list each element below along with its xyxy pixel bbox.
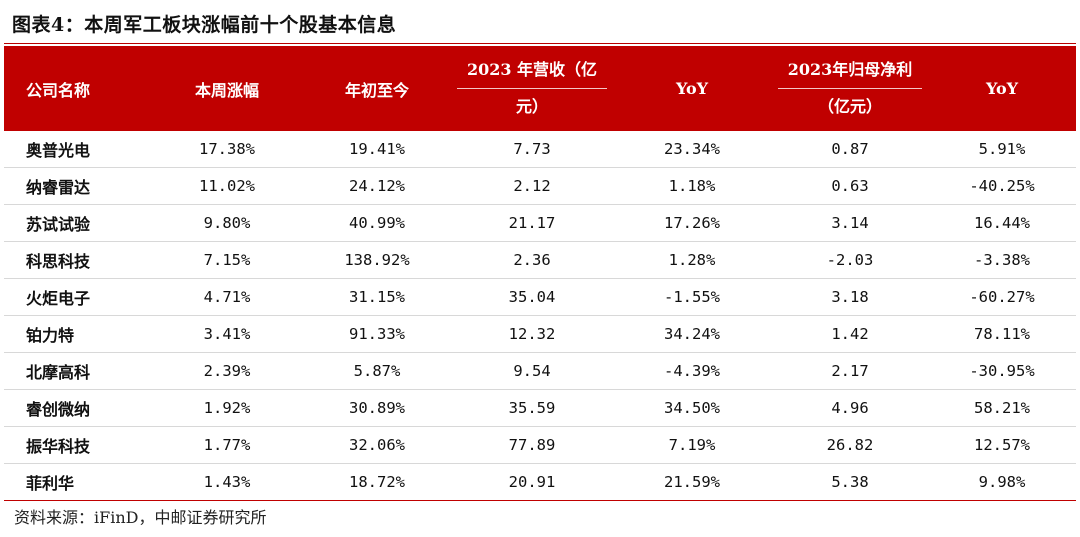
table-row: 纳睿雷达 11.02% 24.12% 2.12 1.18% 0.63 -40.25% <box>4 167 1076 205</box>
cell-revenue: 2.36 <box>452 241 612 279</box>
cell-weekly-change: 11.02% <box>152 167 302 205</box>
stock-table: 公司名称 本周涨幅 年初至今 2023 年营收（亿 元） YoY 2023年归母… <box>4 46 1076 501</box>
cell-net-profit-yoy: 9.98% <box>928 463 1076 501</box>
cell-weekly-change: 4.71% <box>152 278 302 316</box>
table-row: 北摩高科 2.39% 5.87% 9.54 -4.39% 2.17 -30.95% <box>4 352 1076 390</box>
cell-ytd: 31.15% <box>302 278 452 316</box>
header-row: 公司名称 本周涨幅 年初至今 2023 年营收（亿 元） YoY 2023年归母… <box>4 46 1076 131</box>
cell-ytd: 32.06% <box>302 426 452 464</box>
cell-ytd: 19.41% <box>302 131 452 168</box>
cell-ytd: 30.89% <box>302 389 452 427</box>
figure-title: 图表4：本周军工板块涨幅前十个股基本信息 <box>12 14 397 36</box>
cell-revenue: 9.54 <box>452 352 612 390</box>
cell-ytd: 138.92% <box>302 241 452 279</box>
cell-revenue: 7.73 <box>452 131 612 168</box>
cell-company-name: 奥普光电 <box>4 131 152 168</box>
table-row: 菲利华 1.43% 18.72% 20.91 21.59% 5.38 9.98% <box>4 463 1076 501</box>
cell-weekly-change: 1.77% <box>152 426 302 464</box>
cell-net-profit-yoy: -40.25% <box>928 167 1076 205</box>
table-row: 火炬电子 4.71% 31.15% 35.04 -1.55% 3.18 -60.27% <box>4 278 1076 316</box>
header-ytd: 年初至今 <box>302 46 452 131</box>
cell-revenue-yoy: -4.39% <box>612 352 772 390</box>
cell-company-name: 苏试试验 <box>4 204 152 242</box>
header-net-profit-line2: （亿元） <box>817 97 882 116</box>
cell-revenue-yoy: 1.18% <box>612 167 772 205</box>
cell-weekly-change: 1.92% <box>152 389 302 427</box>
cell-ytd: 18.72% <box>302 463 452 501</box>
cell-net-profit-yoy: 16.44% <box>928 204 1076 242</box>
cell-revenue: 12.32 <box>452 315 612 353</box>
title-rule <box>4 43 1076 44</box>
cell-net-profit-yoy: -30.95% <box>928 352 1076 390</box>
cell-revenue-yoy: 17.26% <box>612 204 772 242</box>
cell-revenue: 2.12 <box>452 167 612 205</box>
header-weekly-change: 本周涨幅 <box>152 46 302 131</box>
table-body: 奥普光电 17.38% 19.41% 7.73 23.34% 0.87 5.91% 纳睿雷达 1… <box>4 131 1076 501</box>
cell-ytd: 91.33% <box>302 315 452 353</box>
cell-net-profit: 0.87 <box>772 131 928 168</box>
cell-net-profit: -2.03 <box>772 241 928 279</box>
cell-company-name: 科思科技 <box>4 241 152 279</box>
header-company-name: 公司名称 <box>4 46 152 131</box>
header-net-profit-yoy: YoY <box>928 46 1076 131</box>
header-net-profit-line1: 2023年归母净利 <box>777 52 923 89</box>
cell-company-name: 睿创微纳 <box>4 389 152 427</box>
cell-weekly-change: 1.43% <box>152 463 302 501</box>
table-row: 睿创微纳 1.92% 30.89% 35.59 34.50% 4.96 58.21% <box>4 389 1076 427</box>
cell-net-profit: 2.17 <box>772 352 928 390</box>
cell-company-name: 北摩高科 <box>4 352 152 390</box>
cell-revenue-yoy: 7.19% <box>612 426 772 464</box>
cell-net-profit-yoy: 5.91% <box>928 131 1076 168</box>
cell-net-profit: 3.14 <box>772 204 928 242</box>
cell-net-profit-yoy: 58.21% <box>928 389 1076 427</box>
cell-net-profit: 5.38 <box>772 463 928 501</box>
cell-weekly-change: 2.39% <box>152 352 302 390</box>
cell-net-profit-yoy: -3.38% <box>928 241 1076 279</box>
cell-revenue-yoy: 21.59% <box>612 463 772 501</box>
cell-company-name: 铂力特 <box>4 315 152 353</box>
header-revenue-line1: 2023 年营收（亿 <box>456 52 608 89</box>
table-row: 铂力特 3.41% 91.33% 12.32 34.24% 1.42 78.11% <box>4 315 1076 353</box>
cell-company-name: 纳睿雷达 <box>4 167 152 205</box>
cell-revenue-yoy: 34.24% <box>612 315 772 353</box>
cell-weekly-change: 3.41% <box>152 315 302 353</box>
cell-net-profit: 3.18 <box>772 278 928 316</box>
cell-ytd: 24.12% <box>302 167 452 205</box>
cell-company-name: 火炬电子 <box>4 278 152 316</box>
cell-revenue-yoy: 23.34% <box>612 131 772 168</box>
cell-weekly-change: 7.15% <box>152 241 302 279</box>
cell-revenue: 20.91 <box>452 463 612 501</box>
cell-weekly-change: 17.38% <box>152 131 302 168</box>
table-row: 振华科技 1.77% 32.06% 77.89 7.19% 26.82 12.57% <box>4 426 1076 464</box>
table-row: 奥普光电 17.38% 19.41% 7.73 23.34% 0.87 5.91% <box>4 131 1076 168</box>
cell-weekly-change: 9.80% <box>152 204 302 242</box>
header-net-profit: 2023年归母净利 （亿元） <box>772 46 928 131</box>
cell-net-profit: 1.42 <box>772 315 928 353</box>
cell-revenue-yoy: 34.50% <box>612 389 772 427</box>
cell-net-profit-yoy: 78.11% <box>928 315 1076 353</box>
header-revenue-yoy: YoY <box>612 46 772 131</box>
cell-ytd: 40.99% <box>302 204 452 242</box>
cell-revenue-yoy: 1.28% <box>612 241 772 279</box>
cell-net-profit: 26.82 <box>772 426 928 464</box>
table-row: 苏试试验 9.80% 40.99% 21.17 17.26% 3.14 16.44% <box>4 204 1076 242</box>
cell-revenue: 35.59 <box>452 389 612 427</box>
cell-company-name: 菲利华 <box>4 463 152 501</box>
table-row: 科思科技 7.15% 138.92% 2.36 1.28% -2.03 -3.38% <box>4 241 1076 279</box>
source-note: 资料来源：iFinD，中邮证券研究所 <box>14 508 267 527</box>
cell-revenue: 21.17 <box>452 204 612 242</box>
cell-revenue: 35.04 <box>452 278 612 316</box>
cell-net-profit: 4.96 <box>772 389 928 427</box>
cell-revenue: 77.89 <box>452 426 612 464</box>
header-revenue: 2023 年营收（亿 元） <box>452 46 612 131</box>
cell-company-name: 振华科技 <box>4 426 152 464</box>
header-revenue-line2: 元） <box>515 97 548 116</box>
cell-net-profit-yoy: 12.57% <box>928 426 1076 464</box>
cell-revenue-yoy: -1.55% <box>612 278 772 316</box>
cell-ytd: 5.87% <box>302 352 452 390</box>
cell-net-profit: 0.63 <box>772 167 928 205</box>
cell-net-profit-yoy: -60.27% <box>928 278 1076 316</box>
